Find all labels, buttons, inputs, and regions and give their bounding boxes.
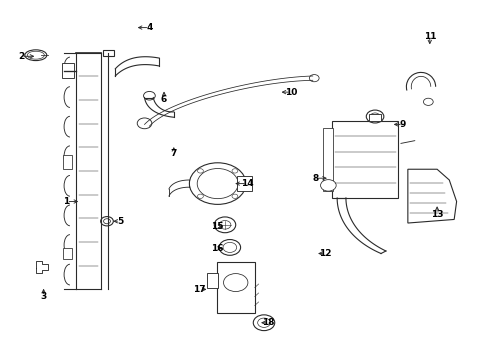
Bar <box>368 114 380 121</box>
Circle shape <box>214 217 235 233</box>
Bar <box>216 262 254 313</box>
Text: 2: 2 <box>18 52 24 61</box>
Text: 10: 10 <box>284 87 296 96</box>
Polygon shape <box>36 261 48 273</box>
Bar <box>62 248 72 259</box>
Circle shape <box>197 194 203 198</box>
Text: 1: 1 <box>63 197 69 206</box>
Circle shape <box>366 110 383 123</box>
Bar <box>103 50 114 55</box>
Text: 18: 18 <box>261 318 274 327</box>
Circle shape <box>423 98 432 105</box>
FancyArrowPatch shape <box>400 141 414 143</box>
Circle shape <box>309 75 319 82</box>
Polygon shape <box>407 169 456 223</box>
Text: 12: 12 <box>318 249 330 258</box>
Circle shape <box>137 118 152 129</box>
Bar <box>323 128 332 191</box>
Text: 9: 9 <box>399 120 406 129</box>
Bar <box>61 63 74 78</box>
Circle shape <box>231 194 237 198</box>
Text: 8: 8 <box>311 174 318 183</box>
Text: 5: 5 <box>117 217 123 226</box>
Text: 11: 11 <box>423 32 435 41</box>
Text: 17: 17 <box>193 285 205 294</box>
Text: 15: 15 <box>211 222 224 231</box>
Text: 3: 3 <box>41 292 47 301</box>
Bar <box>331 121 397 198</box>
Bar <box>237 176 251 191</box>
Bar <box>206 273 217 288</box>
Circle shape <box>231 169 237 173</box>
Text: 13: 13 <box>430 210 443 219</box>
Circle shape <box>197 169 203 173</box>
Text: 7: 7 <box>170 149 177 158</box>
Text: 14: 14 <box>240 179 253 188</box>
Circle shape <box>320 180 335 191</box>
Text: 16: 16 <box>211 244 224 253</box>
Text: 4: 4 <box>146 23 152 32</box>
Circle shape <box>189 163 245 204</box>
Ellipse shape <box>25 50 47 60</box>
Bar <box>62 155 72 169</box>
Circle shape <box>219 239 240 255</box>
Circle shape <box>253 315 274 330</box>
Text: 6: 6 <box>161 95 167 104</box>
Circle shape <box>101 217 113 226</box>
Circle shape <box>143 91 155 100</box>
